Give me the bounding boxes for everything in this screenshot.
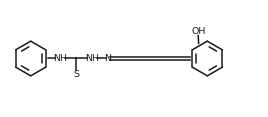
- Text: NH: NH: [53, 54, 67, 63]
- Text: S: S: [73, 69, 79, 79]
- Text: N: N: [104, 54, 111, 63]
- Text: OH: OH: [191, 27, 205, 36]
- Text: NH: NH: [85, 54, 99, 63]
